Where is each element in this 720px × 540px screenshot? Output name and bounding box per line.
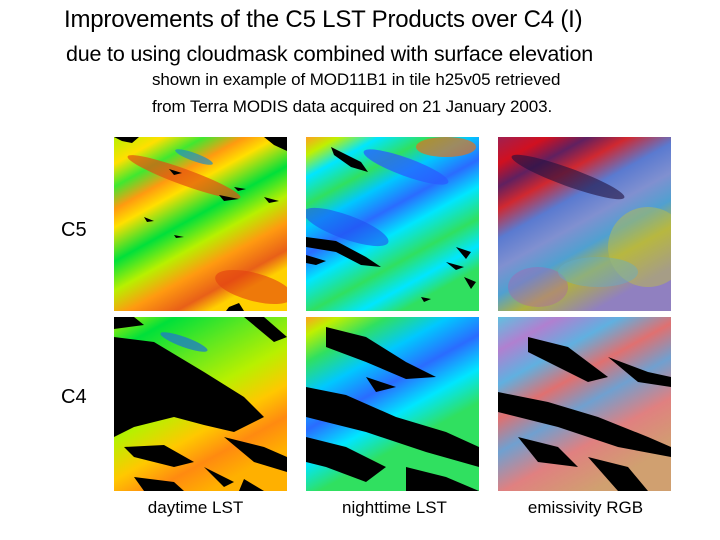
lst-map-image xyxy=(114,137,287,311)
panel-c5-daytime-lst xyxy=(114,137,287,311)
panel-c5-emissivity-rgb xyxy=(498,137,671,311)
panel-c4-daytime-lst xyxy=(114,317,287,491)
description-line-2: from Terra MODIS data acquired on 21 Jan… xyxy=(152,97,553,116)
panel-c4-nighttime-lst xyxy=(306,317,479,491)
slide-title: Improvements of the C5 LST Products over… xyxy=(64,6,583,33)
column-label-emissivity-rgb: emissivity RGB xyxy=(527,498,644,517)
lst-map-image xyxy=(306,137,479,311)
row-label-c4: C4 xyxy=(61,386,87,408)
column-label-nighttime-lst: nighttime LST xyxy=(342,498,447,517)
lst-map-image xyxy=(306,317,479,491)
emissivity-rgb-image xyxy=(498,317,671,491)
emissivity-rgb-image xyxy=(498,137,671,311)
column-label-daytime-lst: daytime LST xyxy=(147,498,244,517)
description-line-1: shown in example of MOD11B1 in tile h25v… xyxy=(152,70,561,89)
panel-c5-nighttime-lst xyxy=(306,137,479,311)
panel-c4-emissivity-rgb xyxy=(498,317,671,491)
lst-map-image xyxy=(114,317,287,491)
row-label-c5: C5 xyxy=(61,219,87,241)
slide-subtitle: due to using cloudmask combined with sur… xyxy=(66,42,594,66)
